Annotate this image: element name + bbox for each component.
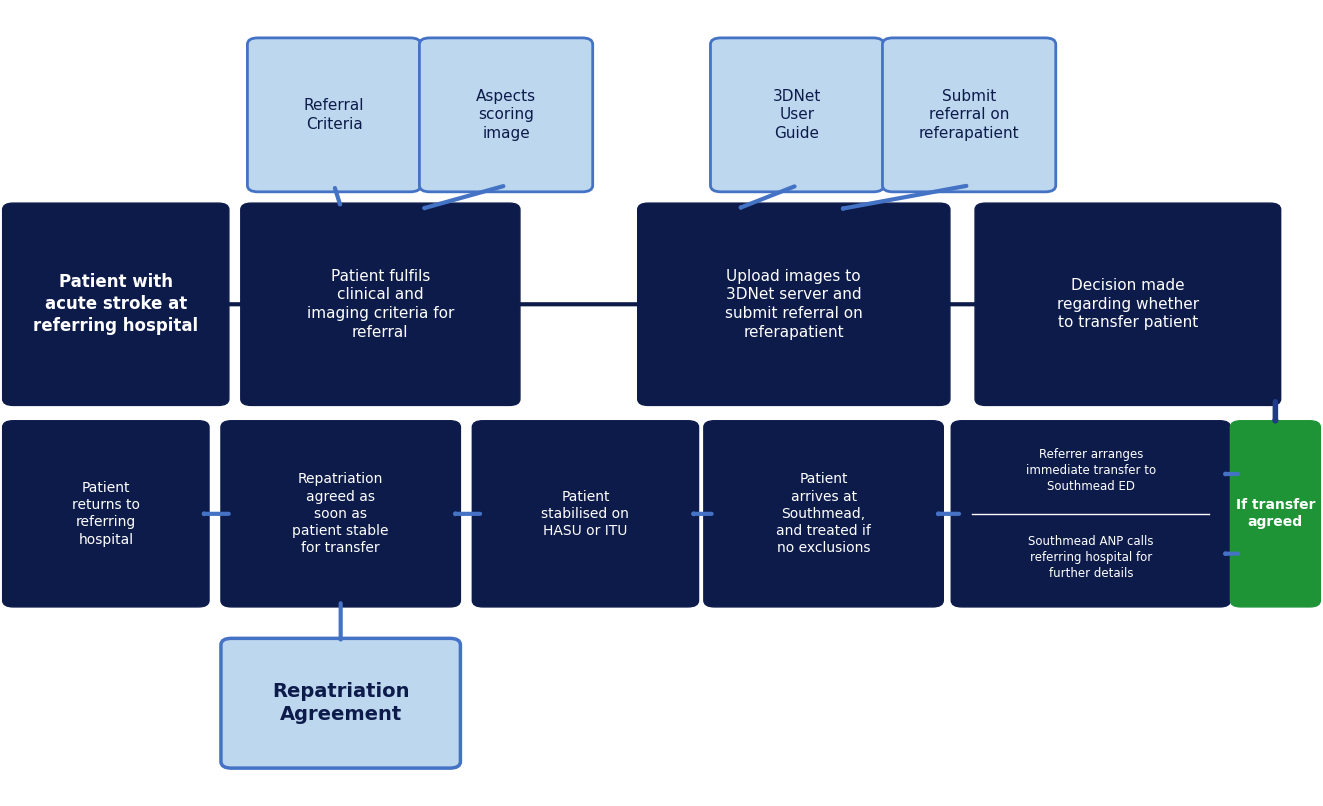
Text: Patient with
acute stroke at
referring hospital: Patient with acute stroke at referring h…	[33, 273, 198, 335]
Text: Southmead ANP calls
referring hospital for
further details: Southmead ANP calls referring hospital f…	[1028, 534, 1154, 580]
FancyBboxPatch shape	[3, 421, 209, 607]
FancyBboxPatch shape	[221, 638, 460, 768]
FancyBboxPatch shape	[975, 203, 1281, 405]
Text: Repatriation
agreed as
soon as
patient stable
for transfer: Repatriation agreed as soon as patient s…	[292, 472, 389, 555]
FancyBboxPatch shape	[241, 203, 520, 405]
Text: Repatriation
Agreement: Repatriation Agreement	[273, 682, 409, 725]
FancyBboxPatch shape	[638, 203, 950, 405]
FancyBboxPatch shape	[710, 38, 884, 192]
FancyBboxPatch shape	[704, 421, 943, 607]
Text: 3DNet
User
Guide: 3DNet User Guide	[773, 89, 822, 141]
FancyBboxPatch shape	[247, 38, 421, 192]
Text: Referral
Criteria: Referral Criteria	[304, 98, 364, 131]
FancyBboxPatch shape	[3, 203, 229, 405]
Text: If transfer
agreed: If transfer agreed	[1236, 498, 1315, 530]
Text: Referrer arranges
immediate transfer to
Southmead ED: Referrer arranges immediate transfer to …	[1025, 448, 1156, 493]
Text: Patient
returns to
referring
hospital: Patient returns to referring hospital	[71, 481, 140, 546]
Text: Aspects
scoring
image: Aspects scoring image	[476, 89, 536, 141]
Text: Submit
referral on
referapatient: Submit referral on referapatient	[918, 89, 1020, 141]
FancyBboxPatch shape	[882, 38, 1056, 192]
FancyBboxPatch shape	[221, 421, 460, 607]
Text: Patient
arrives at
Southmead,
and treated if
no exclusions: Patient arrives at Southmead, and treate…	[777, 472, 871, 555]
FancyBboxPatch shape	[951, 421, 1230, 607]
Text: Decision made
regarding whether
to transfer patient: Decision made regarding whether to trans…	[1057, 278, 1199, 330]
Text: Patient fulfils
clinical and
imaging criteria for
referral: Patient fulfils clinical and imaging cri…	[307, 269, 454, 339]
Text: Patient
stabilised on
HASU or ITU: Patient stabilised on HASU or ITU	[541, 489, 630, 538]
Text: Upload images to
3DNet server and
submit referral on
referapatient: Upload images to 3DNet server and submit…	[725, 269, 863, 339]
FancyBboxPatch shape	[472, 421, 699, 607]
FancyBboxPatch shape	[419, 38, 593, 192]
FancyBboxPatch shape	[1230, 421, 1320, 607]
